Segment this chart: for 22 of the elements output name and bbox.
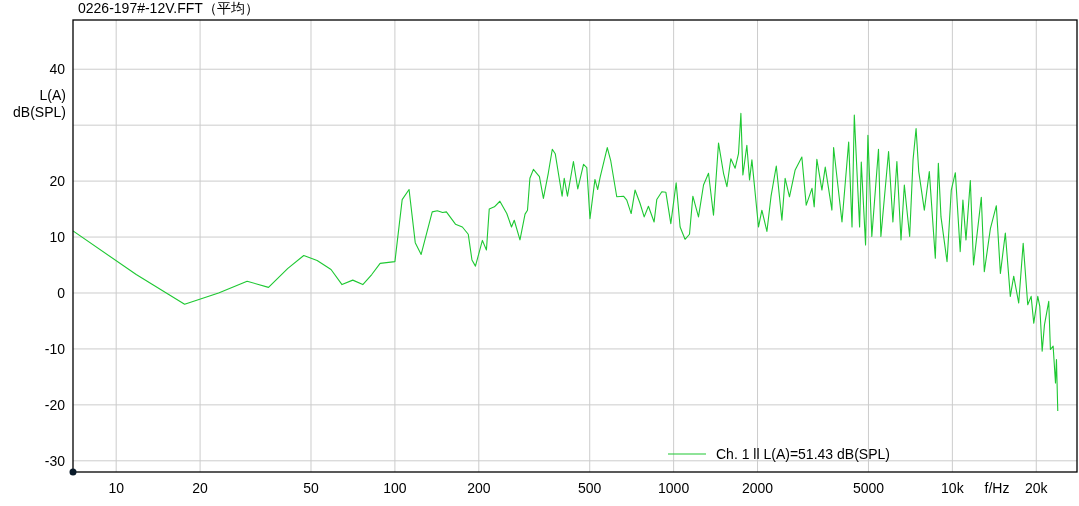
x-tick-label: 20k: [1024, 480, 1049, 496]
x-tick-label: 2000: [741, 480, 774, 496]
legend-label: Ch. 1 ll L(A)=51.43 dB(SPL): [716, 446, 890, 462]
x-tick-label: 5000: [852, 480, 885, 496]
x-tick-label: 100: [383, 480, 407, 496]
y-tick-label: -20: [44, 396, 66, 413]
y-tick-label: 40: [49, 61, 66, 78]
y-tick-label: 0: [57, 284, 66, 301]
x-axis-title: f/Hz: [984, 480, 1010, 496]
chart-title: 0226-197#-12V.FFT（平均）: [78, 0, 259, 16]
x-tick-label: 50: [303, 480, 319, 496]
y-axis-title: L(A) dB(SPL): [13, 87, 66, 120]
x-tick-label: 20: [192, 480, 209, 496]
y-tick-label: -10: [44, 340, 66, 357]
x-tick-label: 200: [467, 480, 491, 496]
y-tick-label: 10: [49, 229, 66, 246]
x-tick-label: 10k: [941, 480, 965, 496]
x-tick-label: 10: [108, 480, 125, 496]
x-tick-label: 500: [578, 480, 602, 496]
y-tick-label: 20: [49, 173, 66, 190]
x-tick-label: 1000: [658, 480, 690, 496]
y-tick-label: -30: [44, 452, 66, 469]
